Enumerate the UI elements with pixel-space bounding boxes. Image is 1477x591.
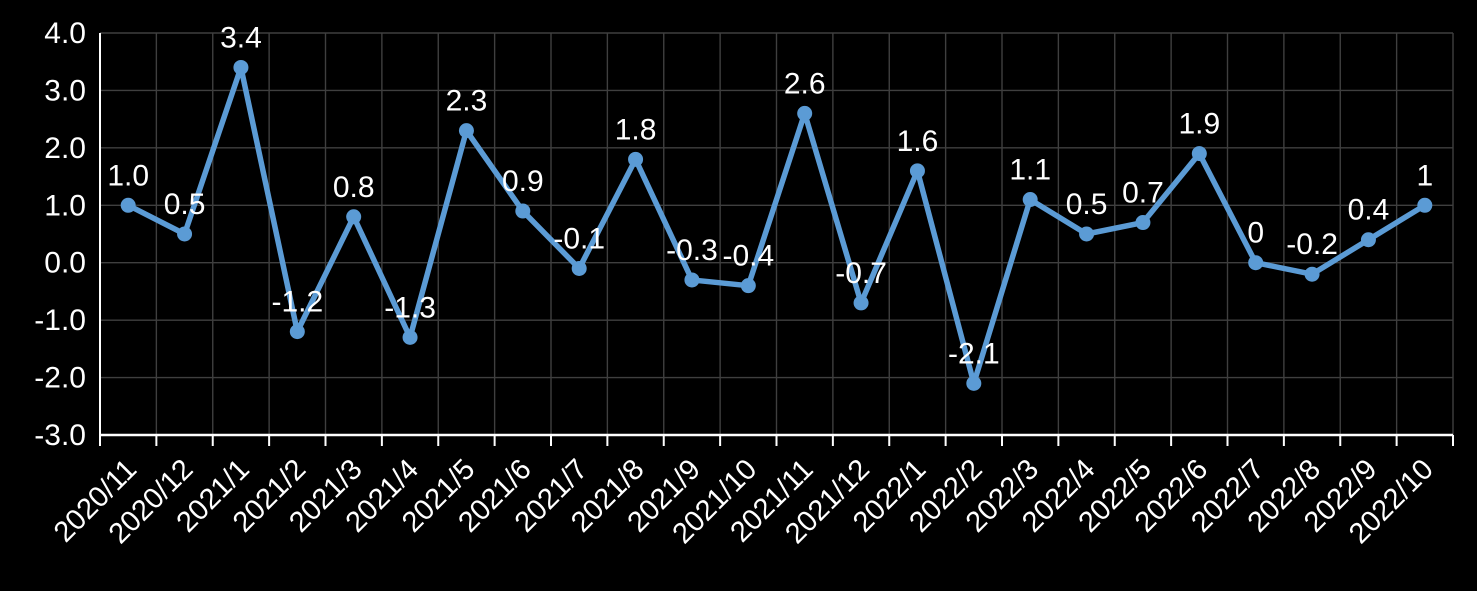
data-label: 1.1 bbox=[1009, 154, 1051, 187]
data-label: 0.5 bbox=[164, 188, 206, 221]
data-point-marker bbox=[233, 59, 249, 75]
data-label: 0.4 bbox=[1348, 194, 1390, 227]
data-label: 3.4 bbox=[220, 21, 262, 54]
data-point-marker bbox=[402, 329, 418, 345]
data-label: -0.1 bbox=[553, 222, 605, 255]
data-point-marker bbox=[966, 375, 982, 391]
data-label: 1.6 bbox=[897, 125, 939, 158]
data-label: -1.3 bbox=[384, 291, 436, 324]
data-label: 0.5 bbox=[1066, 188, 1108, 221]
data-label: -0.4 bbox=[722, 240, 774, 273]
y-axis-tick-label: -1.0 bbox=[34, 304, 86, 337]
data-point-marker bbox=[571, 260, 587, 276]
data-point-marker bbox=[740, 278, 756, 294]
data-label: -1.2 bbox=[271, 286, 323, 319]
data-point-marker bbox=[1022, 192, 1038, 208]
data-label: -0.2 bbox=[1286, 228, 1338, 261]
y-axis-tick-label: -3.0 bbox=[34, 419, 86, 452]
data-label: 0.7 bbox=[1122, 177, 1164, 210]
data-point-marker bbox=[628, 151, 644, 167]
data-point-marker bbox=[1135, 215, 1151, 231]
y-axis-tick-label: 3.0 bbox=[44, 74, 86, 107]
data-point-marker bbox=[853, 295, 869, 311]
data-label: 0.9 bbox=[502, 165, 544, 198]
data-label: -2.1 bbox=[948, 337, 1000, 370]
y-axis-tick-label: 2.0 bbox=[44, 132, 86, 165]
data-point-marker bbox=[1248, 255, 1264, 271]
data-point-marker bbox=[1304, 266, 1320, 282]
data-point-marker bbox=[1417, 197, 1433, 213]
data-point-marker bbox=[797, 105, 813, 121]
data-point-marker bbox=[909, 163, 925, 179]
data-point-marker bbox=[177, 226, 193, 242]
data-point-marker bbox=[346, 209, 362, 225]
data-label: 0 bbox=[1247, 217, 1264, 250]
data-label: -0.3 bbox=[666, 234, 718, 267]
data-label: 1.9 bbox=[1178, 108, 1220, 141]
data-point-marker bbox=[684, 272, 700, 288]
data-point-marker bbox=[120, 197, 136, 213]
y-axis-tick-label: -2.0 bbox=[34, 362, 86, 395]
data-label: 2.3 bbox=[446, 85, 488, 118]
data-point-marker bbox=[515, 203, 531, 219]
data-label: 0.8 bbox=[333, 171, 375, 204]
data-label: 1 bbox=[1416, 159, 1433, 192]
data-point-marker bbox=[289, 324, 305, 340]
y-axis-tick-label: 1.0 bbox=[44, 189, 86, 222]
data-point-marker bbox=[1191, 146, 1207, 162]
data-point-marker bbox=[1079, 226, 1095, 242]
y-axis-tick-label: 4.0 bbox=[44, 17, 86, 50]
data-label: -0.7 bbox=[835, 257, 887, 290]
data-label: 1.8 bbox=[615, 113, 657, 146]
y-axis-tick-label: 0.0 bbox=[44, 247, 86, 280]
series-line bbox=[125, 64, 1428, 387]
data-label: 2.6 bbox=[784, 67, 826, 100]
data-point-marker bbox=[458, 123, 474, 139]
data-point-marker bbox=[1360, 232, 1376, 248]
data-label: 1.0 bbox=[107, 159, 149, 192]
